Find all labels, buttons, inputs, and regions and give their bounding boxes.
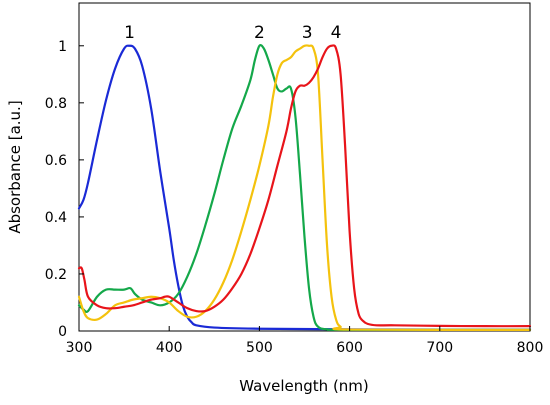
y-axis-ticks: 0 0.2 0.4 0.6 0.8 1 xyxy=(45,39,84,340)
y-tick-label: 0.6 xyxy=(45,153,67,169)
series-1-label: 1 xyxy=(124,23,135,43)
x-tick-label: 800 xyxy=(517,340,544,356)
y-tick-label: 1 xyxy=(58,39,67,55)
y-tick-label: 0 xyxy=(58,324,67,340)
x-axis-ticks: 300 400 500 600 700 800 xyxy=(66,326,544,356)
plot-frame xyxy=(78,2,531,332)
x-tick-label: 500 xyxy=(246,340,273,356)
series-4-label: 4 xyxy=(331,23,342,43)
y-tick-label: 0.4 xyxy=(45,210,67,226)
series-3-line xyxy=(77,44,532,331)
x-tick-label: 600 xyxy=(336,340,363,356)
series-2-line xyxy=(77,44,532,331)
y-axis-label: Absorbance [a.u.] xyxy=(6,100,24,233)
series-1-line xyxy=(77,44,532,331)
x-tick-label: 400 xyxy=(156,340,183,356)
series-4-line xyxy=(77,44,532,328)
x-tick-label: 700 xyxy=(426,340,453,356)
y-tick-label: 0.2 xyxy=(45,267,67,283)
y-tick-label: 0.8 xyxy=(45,96,67,112)
series-3-label: 3 xyxy=(302,23,313,43)
series-2-label: 2 xyxy=(254,23,265,43)
x-tick-label: 300 xyxy=(66,340,93,356)
x-axis-label: Wavelength (nm) xyxy=(239,377,369,395)
curves xyxy=(77,44,532,331)
